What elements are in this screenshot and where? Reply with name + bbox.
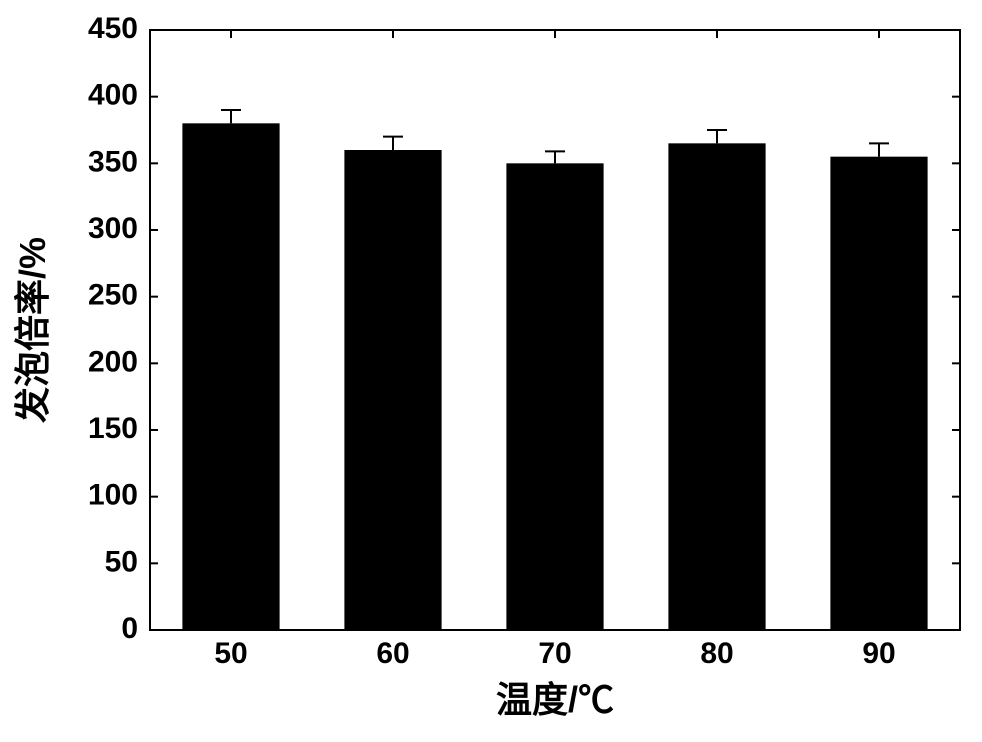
x-tick-label: 80	[700, 637, 733, 670]
chart-container: 0 50 100 150 200 250 300 350 400 450 50 60 70 80 90 发泡倍…	[0, 0, 982, 742]
y-tick-label: 300	[88, 212, 138, 245]
bar	[182, 123, 279, 630]
y-tick-label: 450	[88, 12, 138, 45]
bar	[830, 157, 927, 630]
x-tick-label: 70	[538, 637, 571, 670]
bar	[344, 150, 441, 630]
y-tick-label: 350	[88, 145, 138, 178]
y-tick-label: 100	[88, 479, 138, 512]
y-tick-label: 200	[88, 345, 138, 378]
y-tick-label: 400	[88, 79, 138, 112]
bar	[506, 163, 603, 630]
y-tick-label: 150	[88, 412, 138, 445]
x-tick-label: 90	[862, 637, 895, 670]
bar-chart: 0 50 100 150 200 250 300 350 400 450 50 60 70 80 90 发泡倍…	[0, 0, 982, 742]
bar	[668, 143, 765, 630]
y-tick-label: 50	[105, 545, 138, 578]
y-tick-label: 250	[88, 279, 138, 312]
x-axis-label: 温度/℃	[496, 679, 614, 720]
y-axis-label: 发泡倍率/%	[12, 237, 53, 423]
x-tick-label: 60	[376, 637, 409, 670]
x-tick-label: 50	[214, 637, 247, 670]
y-tick-label: 0	[121, 612, 138, 645]
